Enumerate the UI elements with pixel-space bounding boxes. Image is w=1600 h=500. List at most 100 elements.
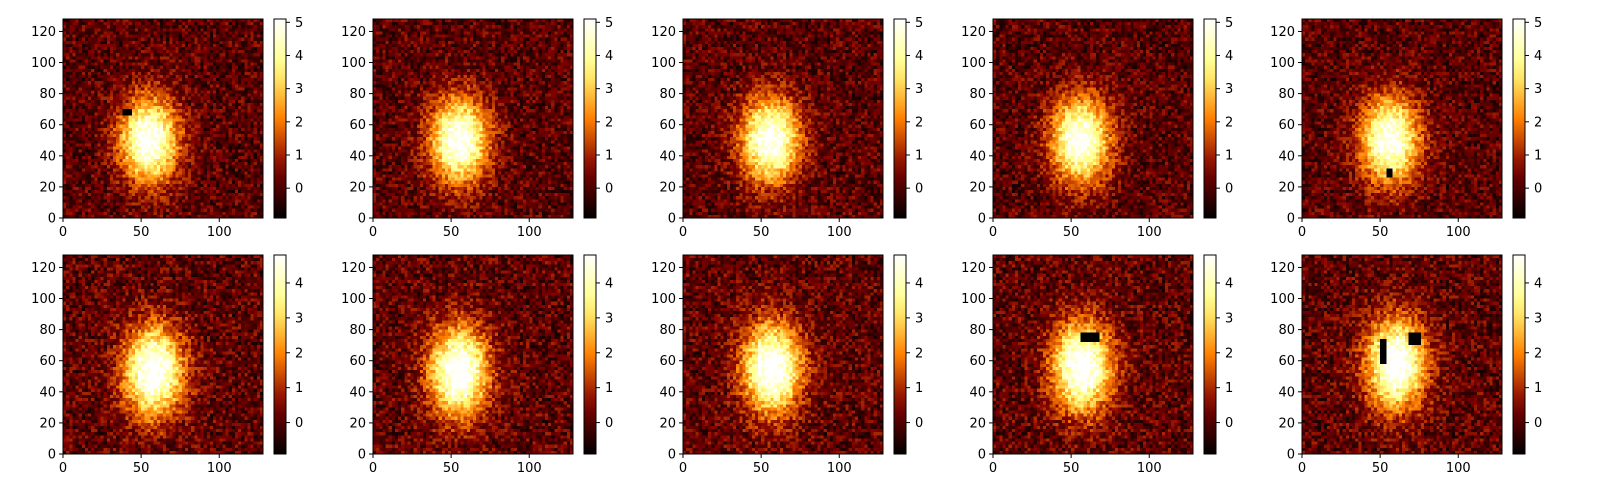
y-tick-label: 20 (969, 416, 986, 431)
colorbar-tick-label: 3 (1534, 311, 1542, 326)
y-tick-label: 40 (1278, 149, 1295, 164)
x-tick-label: 100 (1137, 225, 1162, 240)
axes-frame (1301, 254, 1503, 455)
y-tick-label: 120 (651, 25, 676, 40)
colorbar-tick-label: 2 (295, 115, 303, 130)
y-tick-label: 100 (651, 56, 676, 71)
x-tick-label: 100 (207, 225, 232, 240)
heatmap-image (683, 19, 883, 218)
y-tick-label: 120 (961, 25, 986, 40)
colorbar-tick-label: 0 (915, 416, 923, 431)
colorbar (1512, 18, 1526, 219)
heatmap-image (993, 19, 1193, 218)
heatmap-image (1302, 255, 1502, 454)
y-tick-label: 40 (969, 149, 986, 164)
y-tick-label: 20 (39, 416, 56, 431)
y-tick-label: 40 (39, 385, 56, 400)
x-tick-label: 100 (827, 225, 852, 240)
y-tick-label: 60 (1278, 354, 1295, 369)
heatmap-panel-2: 0 50 100 0 20 40 60 80 100 120 0 1 2 3 4 5 (341, 16, 613, 240)
y-tick-label: 60 (1278, 118, 1295, 133)
y-tick-label: 40 (1278, 385, 1295, 400)
colorbar-tick-label: 5 (1534, 16, 1542, 31)
colorbar-tick-label: 3 (605, 82, 613, 97)
colorbar-tick-label: 2 (1225, 115, 1233, 130)
x-tick-label: 100 (827, 461, 852, 476)
y-tick-label: 80 (969, 87, 986, 102)
colorbar-tick-label: 1 (605, 381, 613, 396)
x-tick-label: 50 (1063, 461, 1080, 476)
colorbar (893, 18, 907, 219)
y-tick-label: 40 (659, 149, 676, 164)
colorbar-tick-label: 0 (295, 416, 303, 431)
colorbar-tick-label: 4 (915, 49, 923, 64)
colorbar (893, 254, 907, 455)
x-tick-label: 100 (517, 461, 542, 476)
y-tick-label: 100 (961, 56, 986, 71)
x-tick-label: 0 (989, 461, 997, 476)
colorbar-tick-label: 0 (1225, 416, 1233, 431)
colorbar-tick-label: 4 (1534, 276, 1542, 291)
y-tick-label: 0 (358, 212, 366, 227)
axes-frame (1301, 18, 1503, 219)
colorbar-tick-label: 5 (1225, 16, 1233, 31)
y-tick-label: 80 (969, 323, 986, 338)
colorbar-tick-label: 3 (605, 311, 613, 326)
colorbar-tick-label: 0 (1225, 182, 1233, 197)
x-tick-label: 0 (679, 461, 687, 476)
heatmap-panel-1: 0 50 100 0 20 40 60 80 100 120 0 1 2 3 4 5 (31, 16, 303, 240)
colorbar (1203, 254, 1217, 455)
heatmap-panel-9: 0 50 100 0 20 40 60 80 100 120 0 1 2 3 4 (961, 254, 1233, 476)
x-tick-label: 50 (443, 225, 460, 240)
colorbar (583, 254, 597, 455)
x-tick-label: 50 (753, 225, 770, 240)
heatmap-panel-8: 0 50 100 0 20 40 60 80 100 120 0 1 2 3 4 (651, 254, 923, 476)
colorbar-tick-label: 5 (605, 16, 613, 31)
heatmap-panel-4: 0 50 100 0 20 40 60 80 100 120 0 1 2 3 4 5 (961, 16, 1233, 240)
y-tick-label: 0 (668, 448, 676, 463)
colorbar-tick-label: 4 (1225, 49, 1233, 64)
x-tick-label: 50 (753, 461, 770, 476)
colorbar-tick-label: 2 (1534, 346, 1542, 361)
heatmap-image (63, 255, 263, 454)
x-tick-label: 100 (1137, 461, 1162, 476)
colorbar-tick-label: 1 (915, 148, 923, 163)
y-tick-label: 100 (341, 292, 366, 307)
colorbar-tick-label: 2 (1534, 115, 1542, 130)
y-tick-label: 60 (39, 118, 56, 133)
y-tick-label: 20 (659, 416, 676, 431)
y-tick-label: 20 (1278, 180, 1295, 195)
y-tick-label: 80 (1278, 87, 1295, 102)
colorbar (273, 254, 287, 455)
y-tick-label: 40 (349, 385, 366, 400)
heatmap-image (63, 19, 263, 218)
y-tick-label: 120 (1270, 25, 1295, 40)
axes-frame (992, 18, 1194, 219)
y-tick-label: 120 (341, 25, 366, 40)
y-tick-label: 0 (668, 212, 676, 227)
y-tick-label: 120 (31, 25, 56, 40)
colorbar-tick-label: 1 (1534, 381, 1542, 396)
heatmap-image (373, 255, 573, 454)
y-tick-label: 80 (659, 87, 676, 102)
y-tick-label: 120 (651, 261, 676, 276)
y-tick-label: 80 (39, 87, 56, 102)
y-tick-label: 60 (349, 118, 366, 133)
heatmap-panel-6: 0 50 100 0 20 40 60 80 100 120 0 1 2 3 4 (31, 254, 303, 476)
colorbar-tick-label: 3 (1534, 82, 1542, 97)
y-tick-label: 80 (349, 323, 366, 338)
x-tick-label: 50 (1372, 225, 1389, 240)
colorbar-tick-label: 3 (295, 82, 303, 97)
y-tick-label: 120 (31, 261, 56, 276)
colorbar-tick-label: 5 (295, 16, 303, 31)
y-tick-label: 60 (969, 354, 986, 369)
y-tick-label: 80 (349, 87, 366, 102)
colorbar-tick-label: 2 (605, 346, 613, 361)
y-tick-label: 60 (969, 118, 986, 133)
colorbar-tick-label: 4 (1534, 49, 1542, 64)
y-tick-label: 80 (659, 323, 676, 338)
colorbar (1512, 254, 1526, 455)
y-tick-label: 100 (1270, 56, 1295, 71)
y-tick-label: 20 (349, 416, 366, 431)
